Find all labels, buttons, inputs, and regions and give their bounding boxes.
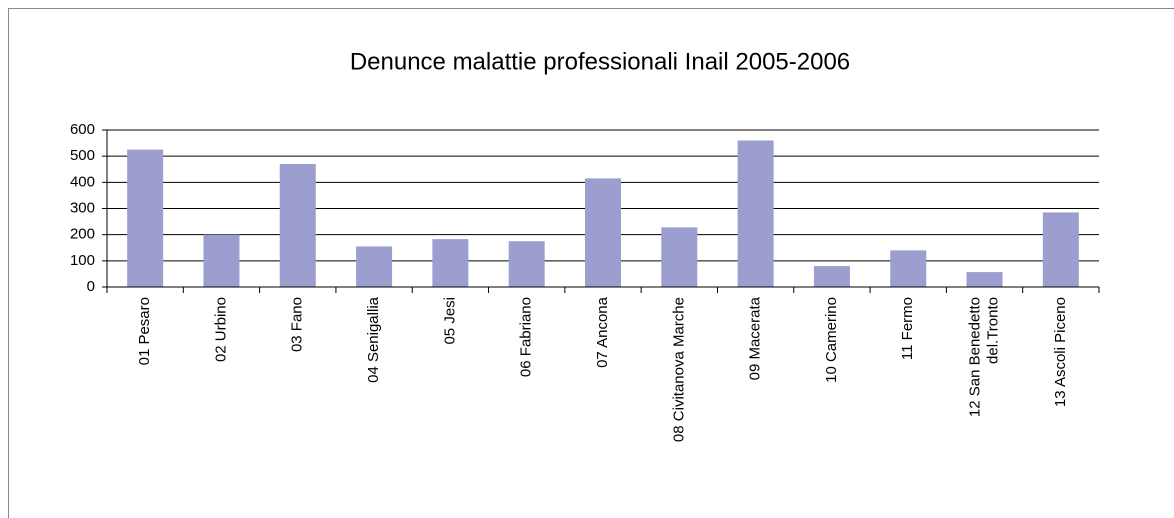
y-tick-label: 300 — [70, 199, 95, 216]
x-tick-label: 04 Senigallia — [365, 296, 382, 383]
bar — [356, 246, 393, 287]
y-tick-label: 600 — [70, 121, 95, 138]
y-tick-label: 200 — [70, 226, 95, 243]
bar — [890, 250, 927, 287]
bar — [585, 178, 621, 287]
x-tick-label: 13 Ascoli Piceno — [1052, 297, 1069, 407]
x-tick-label: 07 Ancona — [594, 296, 611, 368]
bar — [966, 272, 1003, 287]
y-tick-label: 0 — [87, 278, 95, 295]
x-tick-label: 01 Pesaro — [136, 297, 153, 365]
x-tick-label: 12 San Benedettodel.Tronto — [967, 297, 1002, 417]
bar — [432, 239, 469, 287]
bar — [737, 140, 774, 287]
bar — [661, 227, 698, 287]
bar — [1042, 212, 1079, 287]
x-tick-label: 06 Fabriano — [518, 297, 535, 377]
x-tick-label: 08 Civitanova Marche — [670, 297, 687, 442]
y-tick-label: 400 — [70, 173, 95, 190]
x-tick-label: 10 Camerino — [823, 297, 840, 383]
bar — [279, 164, 316, 287]
x-tick-label: 02 Urbino — [212, 297, 229, 362]
x-tick-label: 05 Jesi — [441, 297, 458, 345]
x-tick-label: 11 Fermo — [899, 297, 916, 360]
chart-border — [8, 8, 1174, 518]
y-tick-label: 100 — [70, 252, 95, 269]
bar — [127, 149, 164, 287]
bar — [813, 266, 850, 287]
bar — [203, 234, 240, 287]
x-tick-label: 03 Fano — [289, 297, 306, 352]
chart-title: Denunce malattie professionali Inail 200… — [350, 48, 850, 75]
y-tick-label: 500 — [70, 147, 95, 164]
bar — [508, 241, 545, 287]
x-tick-label: 09 Macerata — [747, 296, 764, 380]
